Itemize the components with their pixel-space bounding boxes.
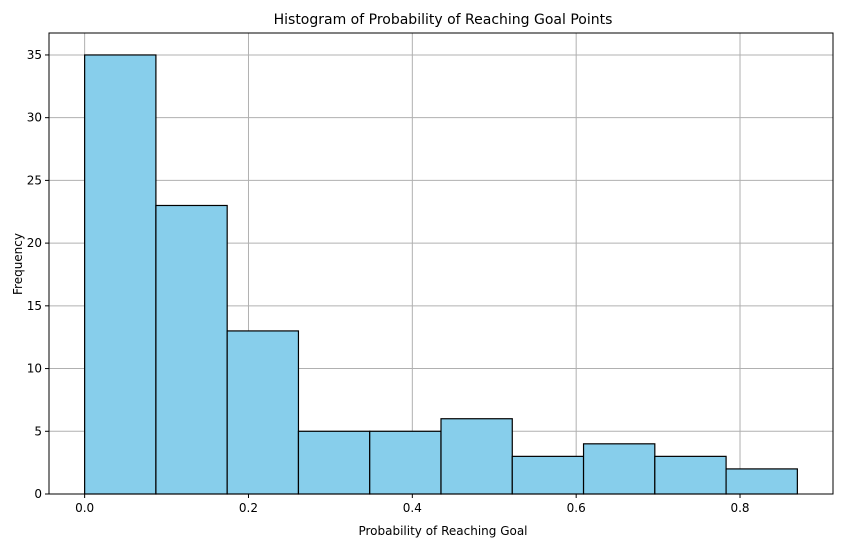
histogram-bar-8 — [582, 443, 656, 495]
histogram-bar-7 — [511, 455, 585, 495]
y-tick-label: 15 — [27, 299, 42, 313]
x-tick-label: 0.2 — [239, 501, 258, 515]
histogram-bar-6 — [440, 418, 513, 495]
axis-layer: 0.0 0.2 0.4 0.6 0.8 0 5 10 15 20 25 30 35 — [27, 32, 834, 515]
plot-frame — [48, 32, 834, 495]
chart-title: Histogram of Probability of Reaching Goa… — [274, 12, 613, 28]
y-tick-label: 35 — [27, 48, 42, 62]
y-tick-label: 5 — [34, 424, 42, 438]
histogram-bar-3 — [226, 330, 300, 495]
y-tick-label: 25 — [27, 173, 42, 187]
histogram-bar-5 — [369, 430, 442, 495]
x-tick-label: 0.8 — [730, 501, 749, 515]
x-tick-label: 0.0 — [75, 501, 94, 515]
x-axis-label: Probability of Reaching Goal — [358, 524, 527, 538]
y-tick-label: 10 — [27, 362, 42, 376]
histogram-bar-9 — [654, 455, 727, 495]
histogram-bar-1 — [84, 54, 157, 495]
histogram-bar-2 — [155, 204, 228, 495]
y-tick-label: 30 — [27, 111, 42, 125]
y-axis-label: Frequency — [11, 233, 25, 295]
bar-layer — [84, 54, 798, 495]
y-tick-label: 20 — [27, 236, 42, 250]
y-tick-label: 0 — [34, 487, 42, 501]
x-tick-label: 0.6 — [567, 501, 586, 515]
x-tick-label: 0.4 — [403, 501, 422, 515]
histogram-bar-10 — [725, 468, 798, 495]
histogram-bar-4 — [297, 430, 371, 495]
